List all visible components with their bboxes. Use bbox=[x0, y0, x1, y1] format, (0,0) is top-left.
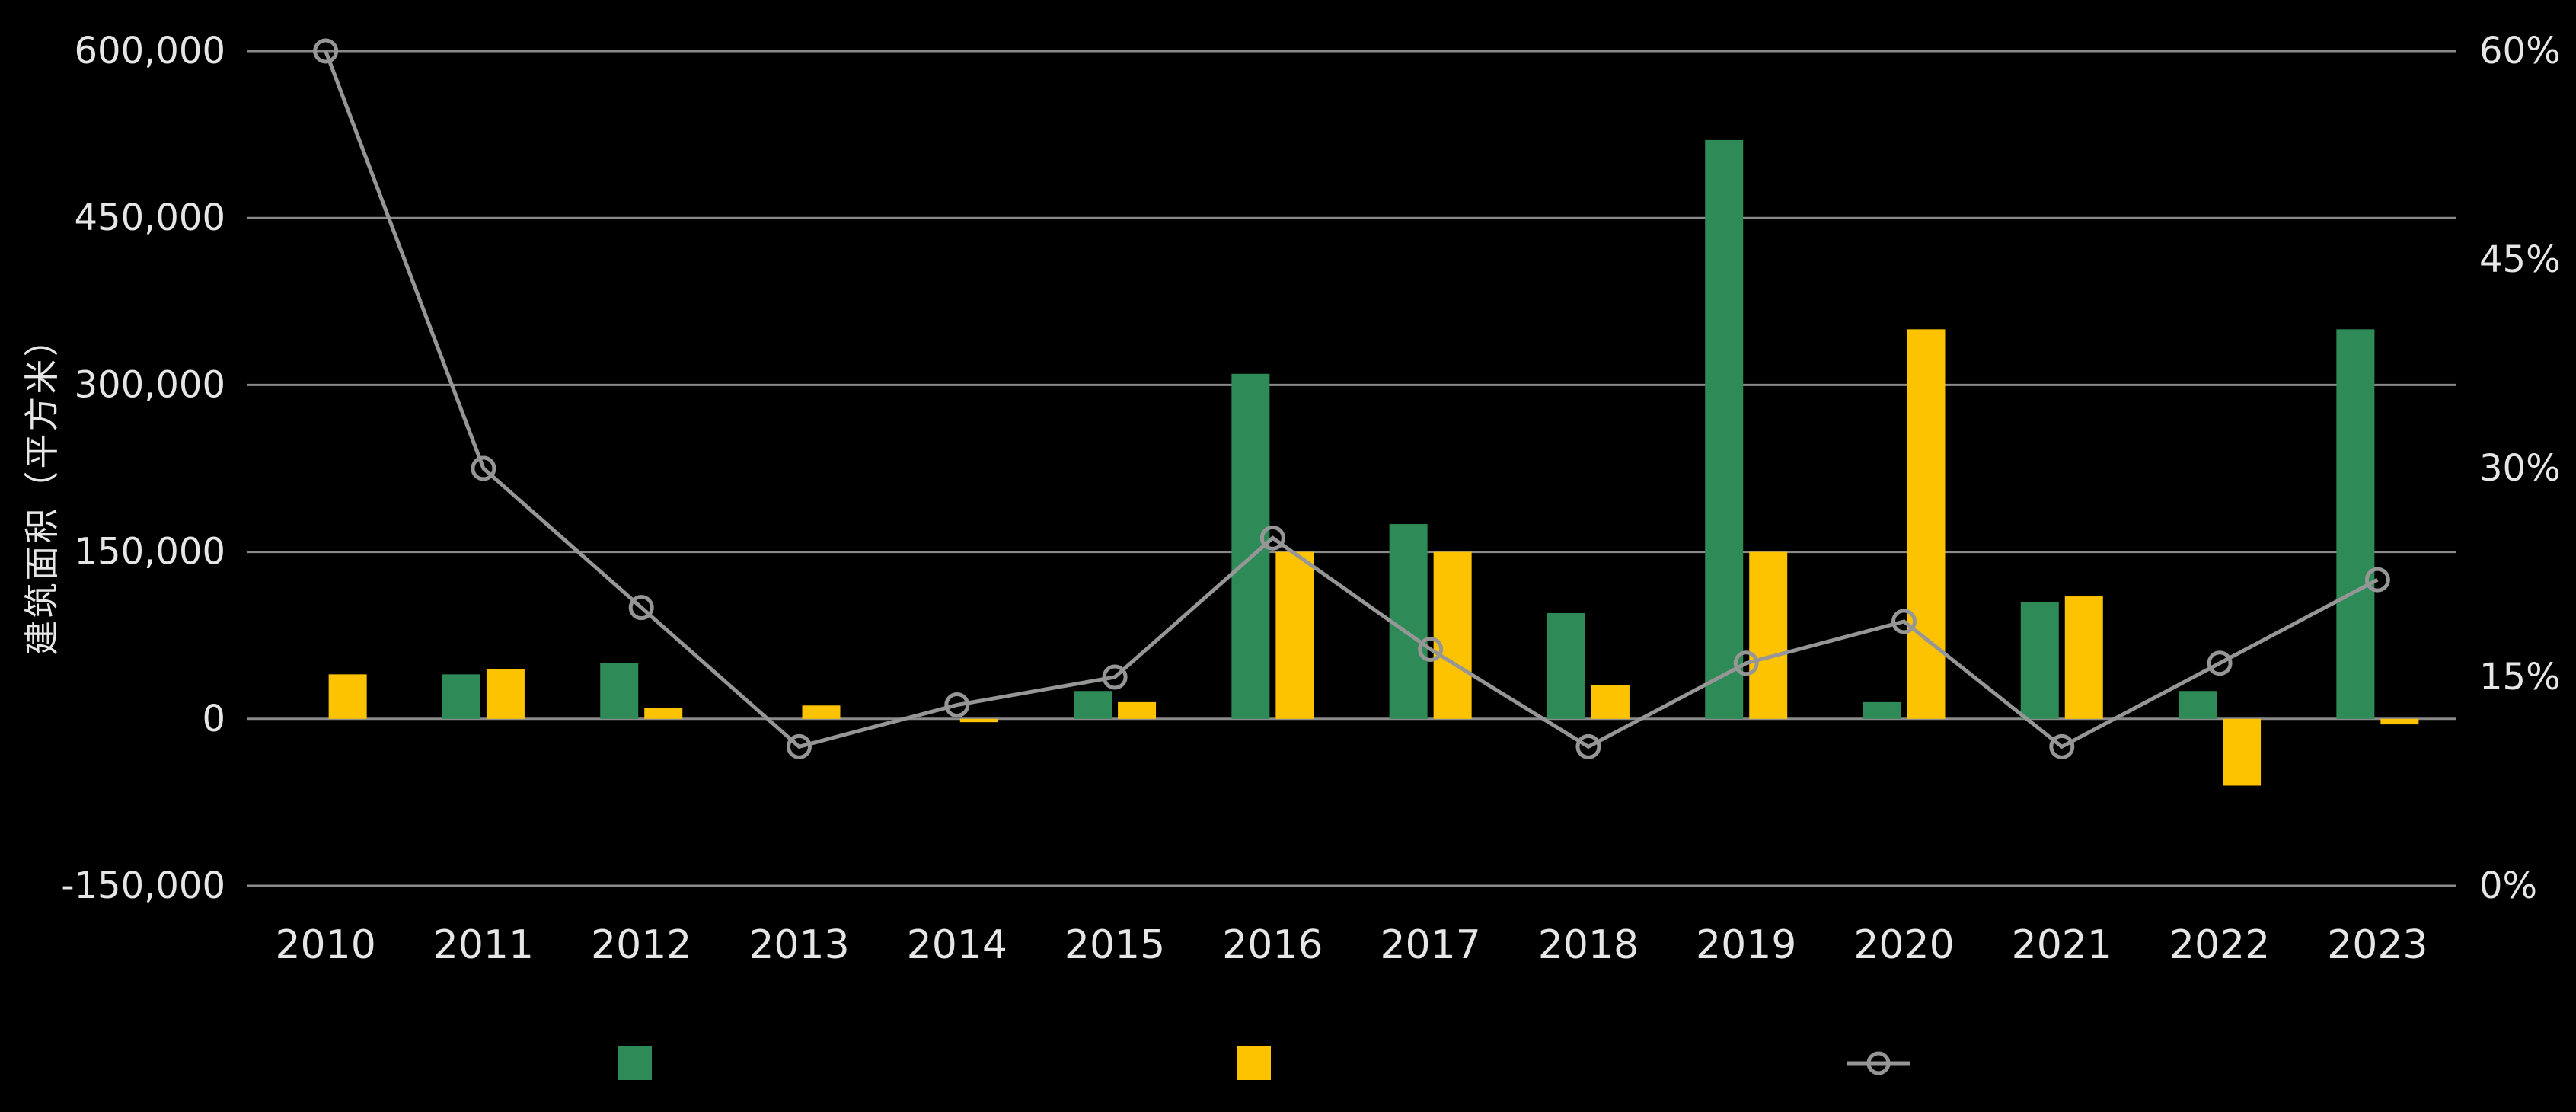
trend-line-marker bbox=[1733, 650, 1759, 676]
x-axis-tick-label: 2012 bbox=[591, 922, 691, 968]
left-axis-tick-label: 0 bbox=[202, 698, 225, 740]
legend-circle-marker-2 bbox=[1866, 1051, 1891, 1075]
right-axis-tick-label: 0% bbox=[2479, 864, 2537, 907]
series-yellow-bar bbox=[959, 718, 998, 723]
trend-line-marker bbox=[2364, 567, 2390, 593]
series-green-bar bbox=[1705, 139, 1744, 719]
trend-line-marker bbox=[1575, 733, 1601, 759]
trend-line-marker bbox=[1891, 609, 1917, 634]
trend-line-marker bbox=[313, 38, 339, 64]
trend-line-marker bbox=[944, 692, 970, 718]
right-axis-tick-label: 45% bbox=[2479, 238, 2561, 281]
x-axis-tick-label: 2020 bbox=[1853, 922, 1954, 968]
legend-square-marker-1 bbox=[1237, 1046, 1271, 1080]
trend-line-marker bbox=[1102, 664, 1128, 690]
series-green-bar bbox=[2179, 691, 2217, 719]
trend-line-marker bbox=[1418, 636, 1444, 662]
trend-line-marker bbox=[2049, 733, 2075, 759]
left-axis-tick-label: 300,000 bbox=[75, 363, 226, 406]
right-axis-tick-label: 60% bbox=[2479, 30, 2561, 72]
trend-line-marker bbox=[471, 455, 496, 481]
series-green-bar bbox=[2336, 329, 2375, 719]
trend-line-marker bbox=[2207, 650, 2233, 676]
series-yellow-bar bbox=[2380, 718, 2419, 725]
x-axis-tick-label: 2017 bbox=[1380, 922, 1480, 968]
x-axis-tick-label: 2010 bbox=[275, 922, 375, 968]
left-axis-tick-label: 450,000 bbox=[75, 197, 226, 239]
legend-square-marker-0 bbox=[618, 1046, 652, 1080]
x-axis-tick-label: 2011 bbox=[433, 922, 534, 968]
series-yellow-bar bbox=[1433, 551, 1472, 719]
trend-line-marker bbox=[787, 733, 812, 759]
x-axis-tick-label: 2021 bbox=[2012, 922, 2112, 968]
series-yellow-bar bbox=[2064, 596, 2103, 719]
series-green-bar bbox=[2020, 602, 2059, 719]
trend-line-marker bbox=[1259, 525, 1285, 551]
series-green-bar bbox=[1074, 691, 1112, 719]
series-yellow-bar bbox=[2223, 718, 2262, 786]
x-axis-tick-label: 2023 bbox=[2327, 922, 2428, 968]
series-yellow-bar bbox=[328, 674, 367, 719]
series-yellow-bar bbox=[644, 708, 683, 719]
x-axis-tick-label: 2014 bbox=[907, 922, 1007, 968]
left-axis-tick-label: -150,000 bbox=[61, 864, 225, 907]
y-axis-title: 建筑面积（平方米） bbox=[21, 319, 62, 656]
x-axis-tick-label: 2015 bbox=[1065, 922, 1165, 968]
x-axis-tick-label: 2018 bbox=[1538, 922, 1639, 968]
right-axis-tick-label: 15% bbox=[2479, 656, 2561, 698]
series-yellow-bar bbox=[802, 705, 841, 719]
series-green-bar bbox=[1863, 701, 1901, 719]
trend-line bbox=[324, 50, 2379, 749]
x-axis-tick-label: 2016 bbox=[1222, 922, 1323, 968]
x-axis-tick-label: 2019 bbox=[1696, 922, 1796, 968]
x-axis-tick-label: 2013 bbox=[749, 922, 849, 968]
trend-line-marker bbox=[628, 595, 654, 621]
left-axis-tick-label: 600,000 bbox=[75, 30, 226, 72]
series-yellow-bar bbox=[1118, 701, 1157, 719]
series-green-bar bbox=[1547, 612, 1585, 719]
series-yellow-bar bbox=[486, 669, 525, 719]
series-yellow-bar bbox=[1275, 551, 1314, 719]
series-green-bar bbox=[600, 663, 639, 719]
left-axis-tick-label: 150,000 bbox=[75, 531, 226, 574]
series-green-bar bbox=[1389, 524, 1428, 719]
series-yellow-bar bbox=[1907, 329, 1946, 719]
right-axis-tick-label: 30% bbox=[2479, 447, 2561, 490]
series-yellow-bar bbox=[1749, 551, 1788, 719]
x-axis-tick-label: 2022 bbox=[2169, 922, 2270, 968]
series-yellow-bar bbox=[1591, 685, 1630, 719]
series-green-bar bbox=[442, 674, 480, 719]
